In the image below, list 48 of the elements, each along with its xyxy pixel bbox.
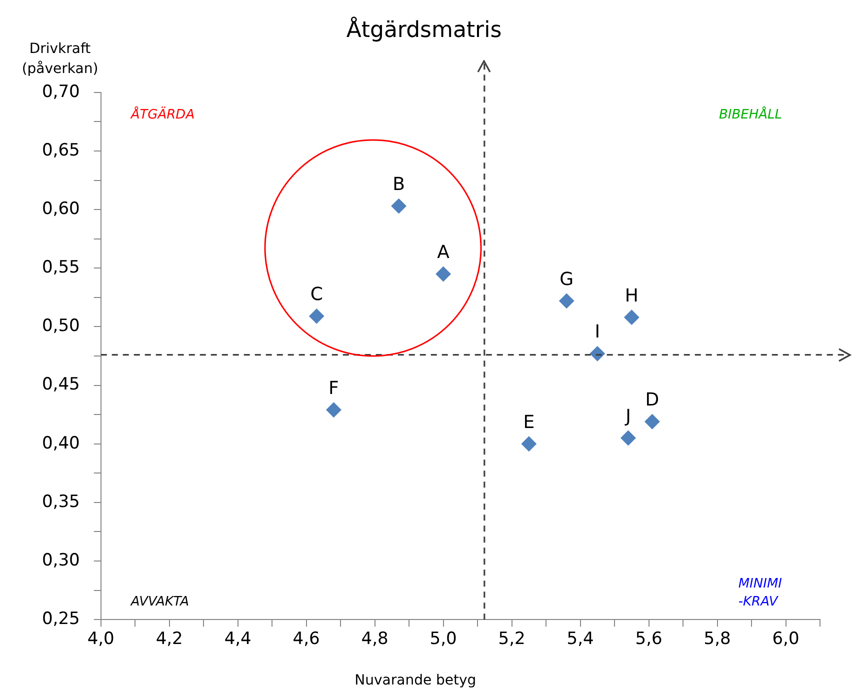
x-tick-label: 4,4 [224, 629, 252, 650]
data-label: J [624, 406, 631, 428]
x-tick-label: 5,6 [635, 629, 662, 650]
y-tick-label: 0,60 [42, 198, 80, 219]
data-label: B [392, 174, 405, 196]
data-label: I [594, 322, 600, 343]
point [436, 266, 451, 282]
data-label: E [523, 412, 535, 433]
data-label: G [560, 268, 574, 290]
y-tick-label: 0,35 [42, 492, 80, 512]
annotation: BIBEHÅLL [718, 105, 782, 122]
y-tick-label: 0,50 [42, 316, 80, 336]
y-tick-label: 0,25 [42, 609, 80, 630]
point [624, 310, 640, 325]
data-label: A [437, 242, 450, 263]
data-label: F [328, 378, 339, 399]
y-tick-label: 0,40 [42, 433, 80, 454]
x-tick-label: 4,6 [292, 629, 320, 650]
y-tick-label: 0,55 [42, 258, 80, 278]
x-tick-label: 6,0 [772, 629, 800, 650]
chart-title: Åtgärdsmatris [346, 16, 502, 43]
data-label: C [310, 284, 323, 306]
point [620, 430, 636, 446]
x-tick-label: 5,0 [430, 629, 457, 650]
point [644, 414, 660, 430]
point [326, 402, 342, 418]
x-tick-label: 5,4 [566, 629, 594, 650]
x-tick-label: 4,2 [156, 629, 183, 650]
annotation: AVVAKTA [130, 594, 190, 610]
x-tick-label: 5,2 [498, 629, 526, 650]
x-tick-label: 5,8 [704, 629, 731, 650]
point [521, 436, 536, 452]
annotation: MINIMI -KRAV [738, 576, 782, 610]
point [559, 293, 574, 308]
y-tick-label: 0,65 [42, 140, 80, 160]
y-tick-label: 0,70 [42, 82, 80, 102]
data-label: H [624, 285, 638, 306]
x-axis-title: Nuvarande betyg [354, 672, 476, 689]
y-tick-label: 0,30 [42, 550, 80, 570]
data-label: D [645, 390, 660, 411]
x-tick-label: 4,8 [361, 629, 388, 650]
y-tick-label: 0,45 [42, 374, 80, 395]
annotation: ÅTGÄRDA [130, 105, 195, 122]
point [590, 346, 605, 362]
x-tick-label: 4,0 [87, 629, 114, 650]
point [309, 308, 324, 324]
point [391, 198, 406, 214]
y-axis-title: Drivkraft (påverkan) [22, 41, 98, 77]
